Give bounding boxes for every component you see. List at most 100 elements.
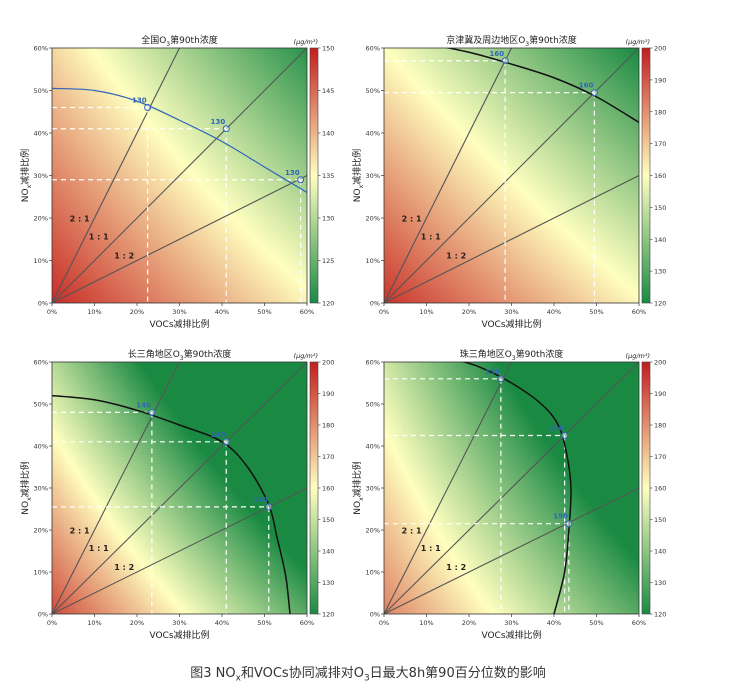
heatmap-cell — [73, 219, 77, 223]
heatmap-cell — [55, 126, 59, 130]
heatmap-cell — [178, 180, 182, 184]
heatmap-cell — [148, 159, 152, 163]
heatmap-cell — [52, 114, 56, 118]
heatmap-cell — [178, 213, 182, 217]
heatmap-cell — [181, 183, 185, 187]
heatmap-cell — [202, 75, 206, 79]
heatmap-cell — [103, 234, 107, 238]
heatmap-cell — [136, 90, 140, 94]
heatmap-cell — [166, 144, 170, 148]
heatmap-cell — [202, 72, 206, 76]
heatmap-cell — [82, 81, 86, 85]
heatmap-cell — [97, 162, 101, 166]
heatmap-cell — [148, 198, 152, 202]
heatmap-cell — [142, 201, 146, 205]
heatmap-cell — [184, 174, 188, 178]
heatmap-cell — [205, 102, 209, 106]
heatmap-cell — [67, 219, 71, 223]
heatmap-cell — [52, 93, 56, 97]
heatmap-cell — [64, 210, 68, 214]
heatmap-cell — [79, 81, 83, 85]
heatmap-cell — [82, 189, 86, 193]
heatmap-cell — [142, 147, 146, 151]
heatmap-cell — [88, 87, 92, 91]
heatmap-cell — [82, 231, 86, 235]
heatmap-cell — [76, 126, 80, 130]
heatmap-cell — [184, 183, 188, 187]
heatmap-cell — [199, 168, 203, 172]
heatmap-cell — [181, 57, 185, 61]
heatmap-cell — [214, 54, 218, 58]
heatmap-cell — [100, 111, 104, 115]
heatmap-cell — [82, 300, 86, 303]
heatmap-cell — [157, 258, 161, 262]
heatmap-cell — [88, 216, 92, 220]
heatmap-cell — [124, 297, 128, 301]
heatmap-cell — [148, 258, 152, 262]
heatmap-cell — [163, 222, 167, 226]
heatmap-cell — [67, 156, 71, 160]
heatmap-cell — [139, 117, 143, 121]
heatmap-cell — [205, 261, 209, 265]
heatmap-cell — [67, 114, 71, 118]
heatmap-cell — [190, 87, 194, 91]
heatmap-cell — [169, 57, 173, 61]
heatmap-cell — [205, 207, 209, 211]
heatmap-cell — [121, 297, 125, 301]
heatmap-cell — [88, 228, 92, 232]
heatmap-cell — [196, 219, 200, 223]
heatmap-cell — [136, 165, 140, 169]
heatmap-cell — [160, 279, 164, 283]
heatmap-cell — [70, 171, 74, 175]
heatmap-cell — [142, 165, 146, 169]
heatmap-cell — [208, 192, 212, 196]
heatmap-cell — [208, 258, 212, 262]
heatmap-cell — [100, 141, 104, 145]
heatmap-cell — [76, 225, 80, 229]
heatmap-cell — [190, 111, 194, 115]
heatmap-cell — [85, 165, 89, 169]
heatmap-cell — [205, 189, 209, 193]
heatmap-cell — [61, 204, 65, 208]
heatmap-cell — [115, 243, 119, 247]
heatmap-cell — [73, 84, 77, 88]
heatmap-cell — [142, 285, 146, 289]
heatmap-cell — [85, 285, 89, 289]
heatmap-cell — [100, 267, 104, 271]
heatmap-cell — [139, 252, 143, 256]
heatmap-cell — [58, 192, 62, 196]
heatmap-cell — [145, 117, 149, 121]
heatmap-cell — [181, 240, 185, 244]
heatmap-cell — [121, 210, 125, 214]
heatmap-cell — [130, 171, 134, 175]
heatmap-cell — [88, 57, 92, 61]
heatmap-cell — [220, 153, 224, 157]
heatmap-cell — [139, 264, 143, 268]
heatmap-cell — [166, 267, 170, 271]
heatmap-cell — [106, 183, 110, 187]
heatmap-cell — [88, 99, 92, 103]
heatmap-cell — [70, 249, 74, 253]
heatmap-cell — [127, 264, 131, 268]
heatmap-cell — [70, 174, 74, 178]
heatmap-cell — [85, 111, 89, 115]
heatmap-cell — [166, 213, 170, 217]
heatmap-cell — [127, 153, 131, 157]
heatmap-cell — [160, 78, 164, 82]
heatmap-cell — [112, 252, 116, 256]
heatmap-cell — [214, 237, 218, 241]
heatmap-cell — [199, 147, 203, 151]
heatmap-cell — [52, 48, 56, 52]
heatmap-cell — [67, 294, 71, 298]
heatmap-cell — [109, 66, 113, 70]
heatmap-cell — [97, 129, 101, 133]
heatmap-cell — [166, 117, 170, 121]
heatmap-cell — [169, 258, 173, 262]
heatmap-cell — [220, 63, 224, 67]
heatmap-cell — [67, 81, 71, 85]
heatmap-cell — [136, 201, 140, 205]
heatmap-cell — [124, 57, 128, 61]
heatmap-cell — [172, 138, 176, 142]
heatmap-cell — [154, 159, 158, 163]
heatmap-cell — [64, 117, 68, 121]
